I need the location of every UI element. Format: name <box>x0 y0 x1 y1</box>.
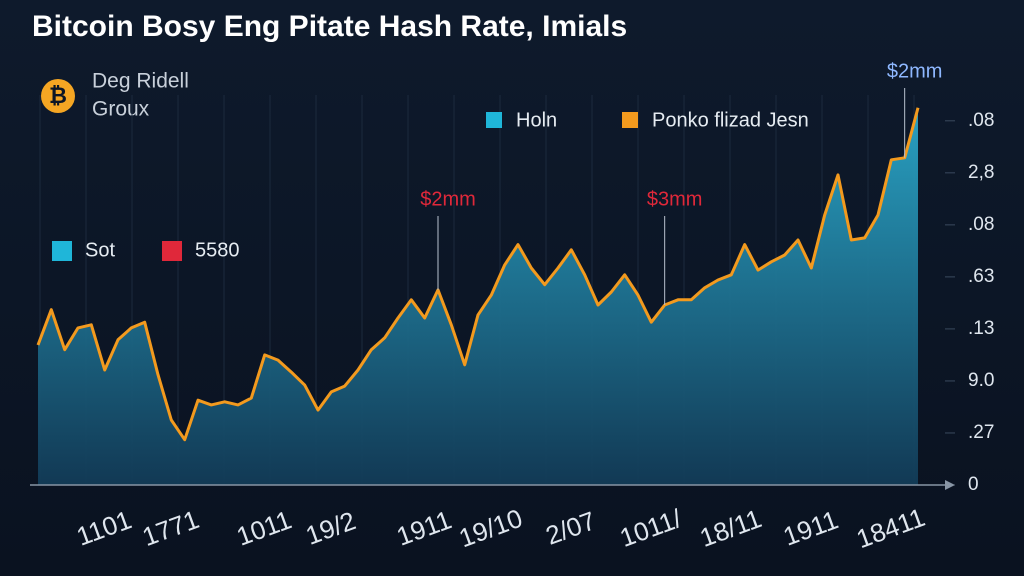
bitcoin-symbol: ₿ <box>49 83 67 108</box>
y-tick-label: .63 <box>968 266 994 287</box>
annotation: $2mm <box>420 188 476 210</box>
legend-label: Holn <box>516 109 557 131</box>
legend-label: Ponko flizad Jesn <box>652 109 809 131</box>
legend-swatch <box>622 112 638 128</box>
legend-swatch <box>162 241 182 261</box>
area <box>38 107 918 486</box>
y-tick-label: .08 <box>968 214 994 235</box>
legend-swatch <box>52 241 72 261</box>
chart-title: Bitcoin Bosy Eng Pitate Hash Rate, Imial… <box>32 10 627 43</box>
subtitle: Groux <box>92 98 150 121</box>
y-tick-label: 9.0 <box>968 370 994 391</box>
y-tick-label: .13 <box>968 318 994 339</box>
bitcoin-icon <box>41 79 75 113</box>
legend-swatch <box>486 112 502 128</box>
y-tick-label: 2,8 <box>968 162 994 183</box>
y-tick-label: .08 <box>968 110 994 131</box>
annotation: $3mm <box>647 188 703 210</box>
subtitle: Deg Ridell <box>92 70 189 93</box>
y-tick-label: .27 <box>968 422 994 443</box>
legend-label: 5580 <box>195 239 240 261</box>
legend-label: Sot <box>85 239 115 261</box>
x-axis-arrow <box>945 480 955 490</box>
line <box>36 107 920 442</box>
annotation: $2mm <box>887 60 943 82</box>
y-tick-label: 0 <box>968 474 979 495</box>
